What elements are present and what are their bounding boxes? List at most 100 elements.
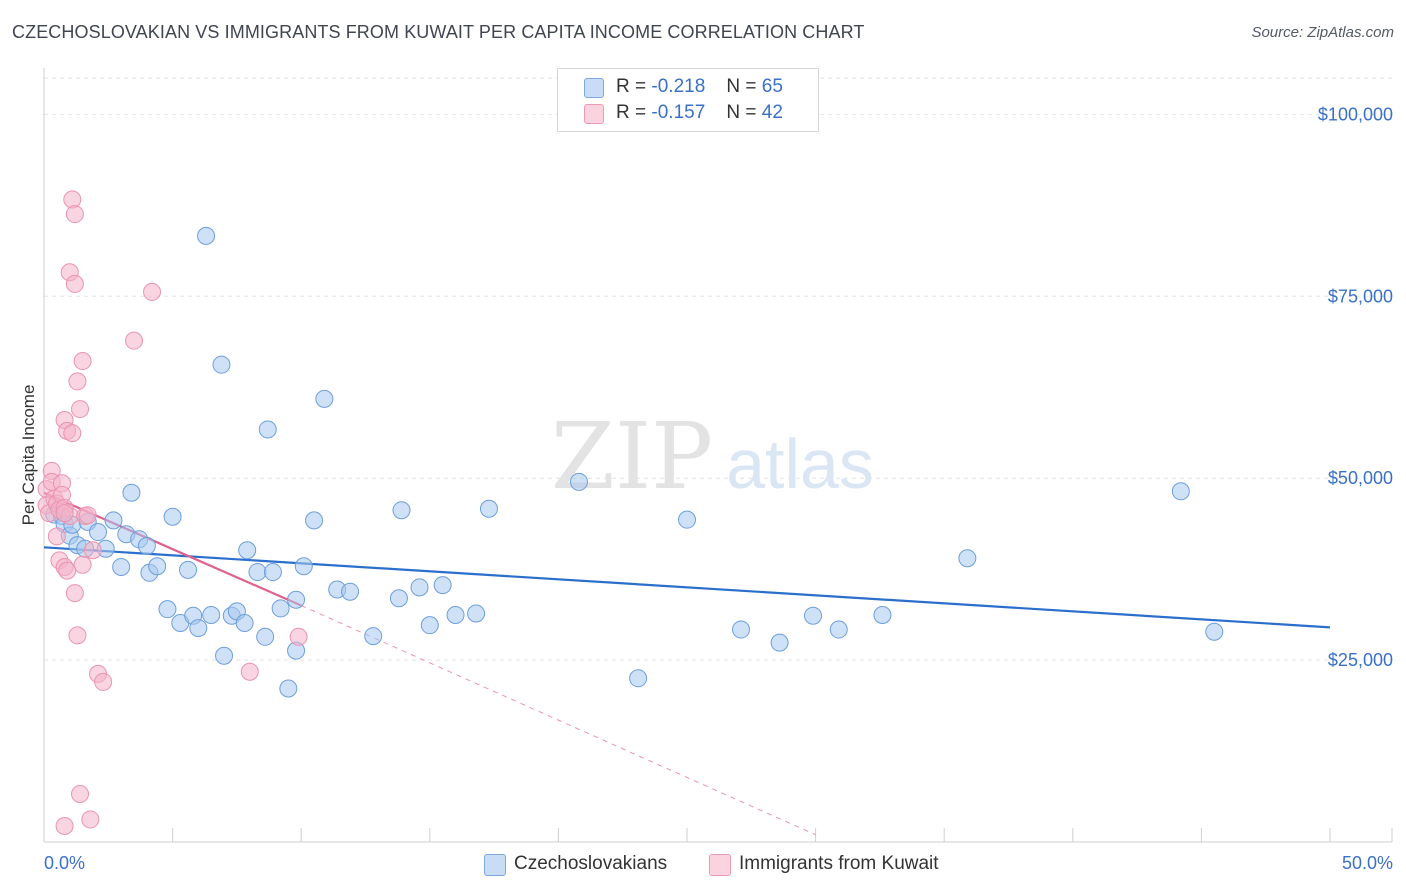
data-point-czechoslovakian (104, 511, 123, 530)
data-point-kuwait (55, 504, 74, 523)
data-point-kuwait (55, 816, 74, 835)
data-point-czechoslovakian (315, 389, 334, 408)
y-tick-label: $100,000 (1318, 104, 1393, 124)
x-tick-label-max: 50.0% (1342, 853, 1393, 873)
legend-r-label: R = (616, 102, 647, 123)
data-point-czechoslovakian (163, 507, 182, 526)
data-point-czechoslovakian (215, 646, 234, 665)
data-point-czechoslovakian (287, 590, 306, 609)
legend-n-label: N = (726, 102, 757, 123)
bottom-legend-label: Immigrants from Kuwait (739, 853, 939, 874)
trend-lines (43, 491, 1331, 836)
data-point-czechoslovakian (958, 549, 977, 568)
legend-n-value: 42 (761, 102, 783, 123)
legend-r-value: -0.157 (651, 102, 706, 123)
data-point-czechoslovakian (137, 536, 156, 555)
correlation-legend: R = -0.218 N = 65 R = -0.157 N = 42 (557, 68, 819, 132)
y-tick-label: $50,000 (1328, 468, 1393, 488)
data-point-czechoslovakian (392, 501, 411, 520)
data-point-kuwait (240, 662, 259, 681)
data-point-czechoslovakian (569, 472, 588, 491)
data-point-czechoslovakian (263, 563, 282, 582)
data-point-czechoslovakian (873, 605, 892, 624)
data-point-kuwait (71, 784, 90, 803)
data-point-czechoslovakian (248, 563, 267, 582)
data-point-kuwait (143, 282, 162, 301)
data-point-kuwait (289, 627, 308, 646)
data-point-czechoslovakian (305, 511, 324, 530)
data-point-czechoslovakian (829, 620, 848, 639)
data-point-kuwait (94, 672, 113, 691)
data-point-czechoslovakian (279, 679, 298, 698)
data-point-czechoslovakian (258, 420, 277, 439)
data-point-czechoslovakian (148, 557, 167, 576)
data-point-kuwait (47, 527, 66, 546)
data-point-czechoslovakian (446, 605, 465, 624)
data-point-kuwait (78, 506, 97, 525)
chart-title: CZECHOSLOVAKIAN VS IMMIGRANTS FROM KUWAI… (12, 22, 865, 42)
watermark: ZIP atlas (551, 403, 874, 510)
trend-line-dashed-1 (300, 605, 816, 836)
data-point-czechoslovakian (212, 355, 231, 374)
bottom-legend-swatch-blue (484, 854, 506, 876)
data-point-czechoslovakian (1205, 622, 1224, 641)
data-points (37, 190, 1224, 835)
data-point-czechoslovakian (235, 613, 254, 632)
data-point-czechoslovakian (770, 633, 789, 652)
data-point-czechoslovakian (294, 557, 313, 576)
data-point-czechoslovakian (410, 578, 429, 597)
data-point-kuwait (65, 274, 84, 293)
data-point-czechoslovakian (179, 560, 198, 579)
data-point-czechoslovakian (189, 619, 208, 638)
data-point-kuwait (83, 541, 102, 560)
data-point-kuwait (65, 205, 84, 224)
data-point-czechoslovakian (238, 541, 257, 560)
watermark-zip: ZIP (551, 403, 713, 510)
bottom-legend-label: Czechoslovakians (514, 853, 668, 874)
legend-r-value: -0.218 (651, 76, 706, 97)
bottom-legend-swatch-pink (709, 854, 731, 876)
data-point-czechoslovakian (122, 483, 141, 502)
y-tick-label: $25,000 (1328, 650, 1393, 670)
data-point-czechoslovakian (479, 499, 498, 518)
data-point-czechoslovakian (732, 620, 751, 639)
x-tick-label-min: 0.0% (44, 853, 85, 873)
data-point-czechoslovakian (112, 557, 131, 576)
data-point-czechoslovakian (202, 605, 221, 624)
legend-swatch-blue (584, 78, 604, 98)
data-point-czechoslovakian (1171, 482, 1190, 501)
trend-line-0 (43, 546, 1331, 629)
data-point-czechoslovakian (364, 627, 383, 646)
data-point-kuwait (65, 584, 84, 603)
y-tick-label: $75,000 (1328, 286, 1393, 306)
data-point-kuwait (81, 810, 100, 829)
data-point-czechoslovakian (389, 589, 408, 608)
watermark-atlas: atlas (726, 425, 874, 503)
data-point-czechoslovakian (804, 606, 823, 625)
grid-lines (44, 77, 1392, 661)
legend-n-value: 65 (761, 76, 783, 97)
data-point-kuwait (73, 352, 92, 371)
data-point-czechoslovakian (271, 599, 290, 618)
data-point-kuwait (68, 372, 87, 391)
data-point-czechoslovakian (89, 523, 108, 542)
data-point-kuwait (125, 331, 144, 350)
legend-n-label: N = (726, 76, 757, 97)
data-point-czechoslovakian (341, 582, 360, 601)
data-point-czechoslovakian (420, 616, 439, 635)
data-point-kuwait (68, 626, 87, 645)
data-point-kuwait (71, 400, 90, 419)
data-point-czechoslovakian (256, 627, 275, 646)
axis-labels: $25,000 $50,000 $75,000 $100,000 0.0% 50.0% Pe… (19, 104, 1393, 873)
data-point-czechoslovakian (197, 226, 216, 245)
source-label: Source: ZipAtlas.com (1251, 24, 1394, 41)
axes (43, 68, 1393, 843)
legend-r-label: R = (616, 76, 647, 97)
data-point-czechoslovakian (158, 600, 177, 619)
data-point-kuwait (73, 555, 92, 574)
data-point-kuwait (63, 424, 82, 443)
data-point-czechoslovakian (467, 604, 486, 623)
data-point-czechoslovakian (433, 576, 452, 595)
data-point-kuwait (58, 561, 77, 580)
